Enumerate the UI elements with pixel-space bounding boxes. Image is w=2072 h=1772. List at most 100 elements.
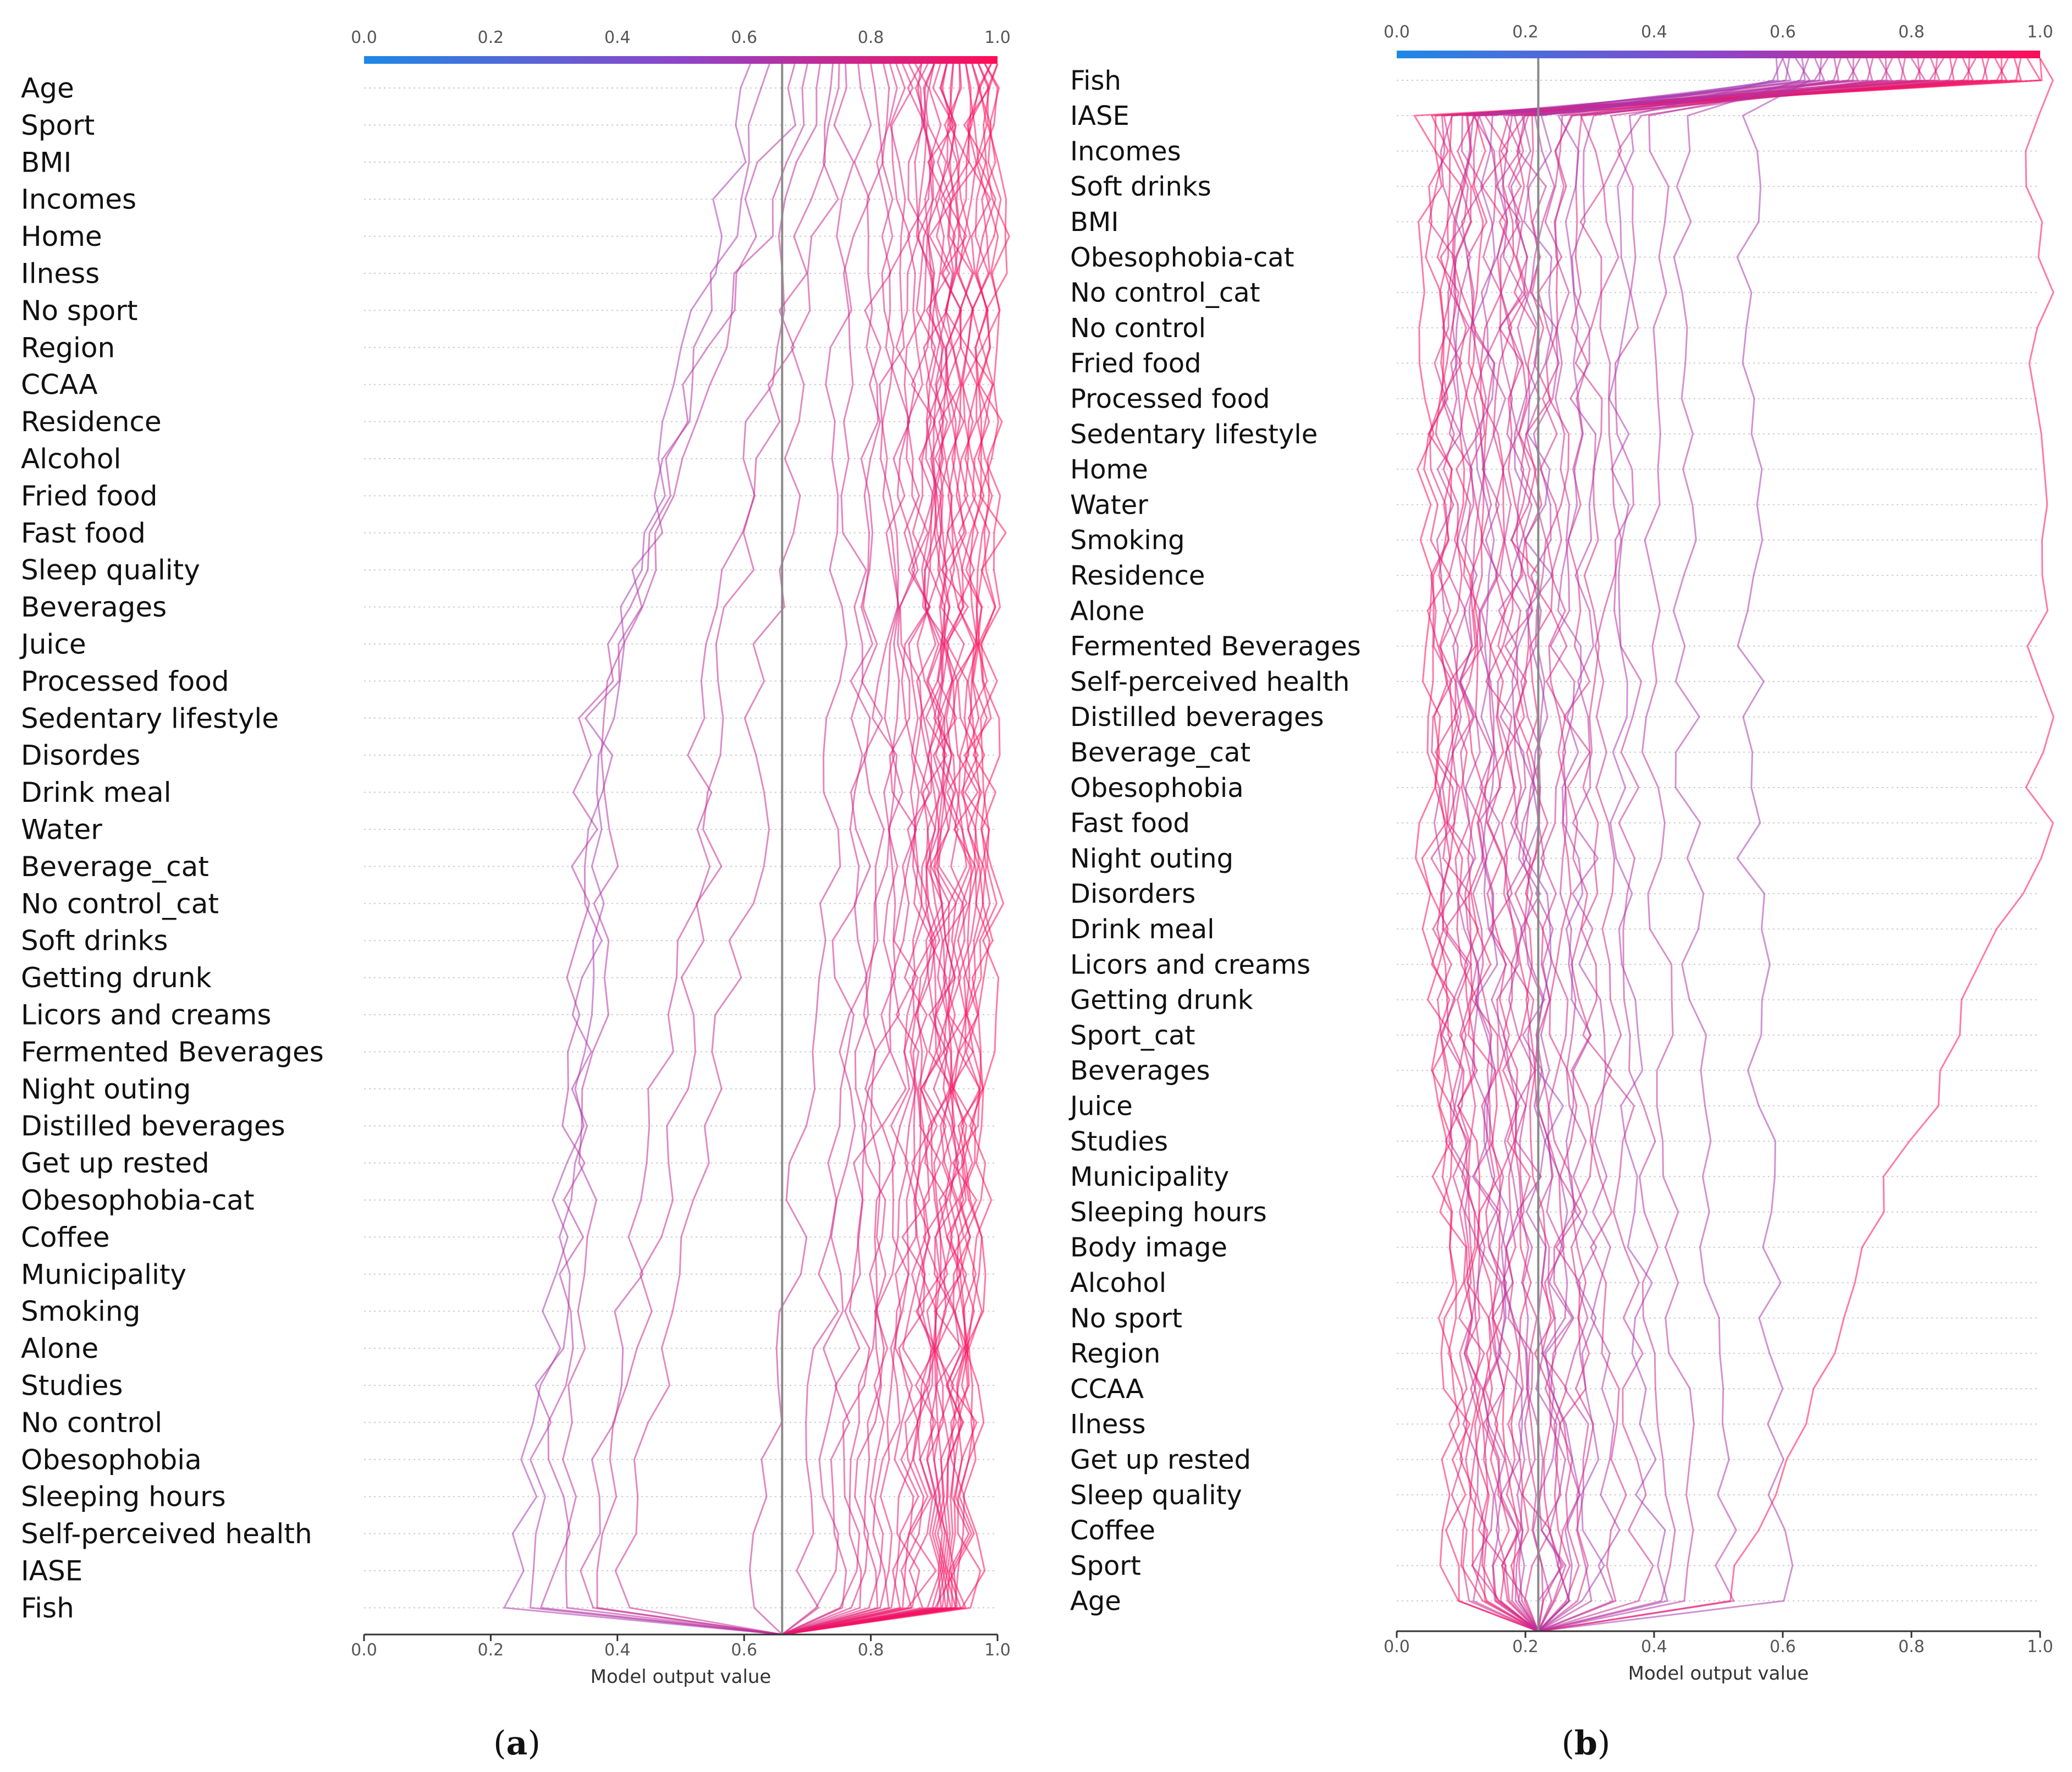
panel-b-feature-label: Alcohol: [1070, 1268, 1166, 1298]
panel-b-colorbar-tick-label: 0.6: [1770, 23, 1796, 42]
panel-b-feature-label: Distilled beverages: [1070, 702, 1324, 733]
panel-b-x-tick-label: 0.0: [1384, 1637, 1410, 1657]
panel-b-decision-line: [1538, 58, 1861, 1632]
panel-a-feature-label: Getting drunk: [21, 962, 212, 994]
panel-a-decision-line: [781, 63, 956, 1636]
panel-a-feature-label: Home: [21, 221, 102, 252]
panel-b-feature-label: Incomes: [1070, 136, 1181, 167]
panel-b-feature-label: Sleep quality: [1070, 1480, 1242, 1511]
panel-a-feature-label: Licors and creams: [21, 999, 271, 1031]
panel-b-feature-label: BMI: [1070, 207, 1119, 238]
panel-b-colorbar-tick-label: 0.4: [1641, 23, 1667, 42]
panel-a-feature-label: Studies: [21, 1370, 123, 1402]
panel-b-decision-line: [1538, 58, 1790, 1632]
panel-a-feature-label: Drink meal: [21, 777, 172, 808]
panel-b-decision-line: [1478, 58, 1829, 1632]
panel-b: 0.0 0.2 0.4 0.6 0.8 1.0 0.0 0.2 0.4 0.6 0.8 1.0 Fi…: [1068, 23, 2055, 1763]
panel-a-x-tick-label: 0.0: [351, 1641, 377, 1660]
panel-a-feature-label: Fried food: [21, 480, 158, 512]
panel-a-decision-line: [782, 63, 1000, 1636]
panel-b-decision-line: [1421, 58, 2009, 1632]
panel-b-feature-label: Body image: [1070, 1232, 1227, 1263]
panel-a-caption-letter: a: [506, 1724, 528, 1763]
panel-b-decision-line: [1480, 58, 2003, 1632]
panel-b-feature-label: IASE: [1070, 101, 1129, 131]
panel-a-decision-line: [781, 63, 900, 1636]
panel-a-colorbar-ticks: 0.0 0.2 0.4 0.6 0.8 1.0: [351, 28, 1011, 47]
panel-b-decision-lines: [1413, 58, 2055, 1632]
panel-b-colorbar-tick-label: 1.0: [2027, 23, 2053, 42]
panel-a-x-tick-label: 0.4: [604, 1641, 631, 1660]
panel-a-colorbar-tick-label: 0.6: [731, 28, 757, 47]
panel-a-colorbar-tick-label: 0.8: [858, 28, 884, 47]
panel-b-feature-label: Fish: [1070, 65, 1121, 96]
panel-b-feature-label: Fermented Beverages: [1070, 631, 1361, 662]
panel-a-x-axis-label: Model output value: [591, 1666, 772, 1688]
panel-b-feature-label: Age: [1070, 1586, 1121, 1617]
panel-b-feature-label: Processed food: [1070, 384, 1270, 415]
panel-b-feature-label: Smoking: [1070, 525, 1185, 556]
panel-b-feature-label: Fast food: [1070, 808, 1190, 839]
panel-a-feature-label: Self-perceived health: [21, 1518, 312, 1550]
panel-b-caption: (b): [1562, 1724, 1611, 1763]
panel-a-feature-label: BMI: [21, 146, 71, 178]
panel-b-feature-label: Sport_cat: [1070, 1020, 1195, 1051]
panel-a-x-tick-label: 1.0: [984, 1641, 1011, 1660]
panel-a-feature-label: Fast food: [21, 517, 146, 549]
panel-b-feature-label: Sleeping hours: [1070, 1197, 1267, 1228]
panel-b-decision-line: [1538, 58, 1784, 1632]
panel-b-feature-label: Juice: [1068, 1091, 1133, 1122]
panel-a-decision-line: [539, 63, 797, 1636]
panel-b-feature-label: Sport: [1070, 1550, 1141, 1581]
panel-b-x-tick-label: 0.4: [1641, 1637, 1667, 1657]
panel-b-decision-line: [1470, 58, 1792, 1632]
panel-b-decision-line: [1538, 58, 1822, 1632]
panel-a-feature-label: Obesophobia-cat: [21, 1185, 255, 1217]
panel-b-feature-label: Obesophobia: [1070, 773, 1244, 804]
panel-a-feature-label: Coffee: [21, 1221, 109, 1253]
panel-a-feature-label: Incomes: [21, 184, 136, 216]
panel-a-decision-line: [782, 63, 1008, 1636]
panel-a-colorbar: [364, 56, 998, 64]
panel-b-feature-label: Disorders: [1070, 879, 1195, 910]
panel-a-x-tick-label: 0.2: [478, 1641, 504, 1660]
panel-b-feature-label: Home: [1070, 454, 1148, 485]
panel-a-feature-label: Fish: [21, 1592, 74, 1624]
panel-a-feature-label: Soft drinks: [21, 925, 168, 957]
panel-a-feature-label: Alone: [21, 1333, 98, 1364]
panel-a-colorbar-tick-label: 0.0: [351, 28, 377, 47]
panel-a-colorbar-tick-label: 0.2: [478, 28, 504, 47]
panel-a-decision-line: [782, 63, 968, 1636]
panel-a-x-tick-label: 0.8: [858, 1641, 884, 1660]
panel-b-feature-label: Getting drunk: [1070, 985, 1253, 1016]
panel-a-feature-label: Processed food: [21, 665, 229, 697]
panel-a-decision-line: [529, 63, 782, 1636]
panel-a-feature-label: Obesophobia: [21, 1444, 202, 1476]
panel-b-feature-label: Obesophobia-cat: [1070, 242, 1294, 273]
panel-a-caption: (a): [493, 1724, 541, 1763]
panel-a-feature-label: Get up rested: [21, 1147, 210, 1179]
panel-a-decision-line: [782, 63, 1011, 1636]
panel-a-feature-label: Age: [21, 73, 74, 104]
panel-a-feature-label: Distilled beverages: [21, 1110, 285, 1142]
panel-a-decision-line: [782, 63, 972, 1636]
panel-a-feature-label: Region: [21, 332, 115, 364]
panel-a-decision-line: [781, 63, 957, 1636]
panel-b-feature-label: Alone: [1070, 596, 1145, 626]
panel-b-x-tick-label: 0.2: [1512, 1637, 1539, 1657]
panel-b-feature-label: Self-perceived health: [1070, 667, 1349, 697]
panel-a-feature-label: Juice: [19, 629, 86, 661]
panel-b-feature-label: Fried food: [1070, 348, 1202, 379]
panel-b-feature-label: CCAA: [1070, 1374, 1144, 1405]
panel-a-feature-label: IASE: [21, 1555, 82, 1587]
panel-b-colorbar-tick-label: 0.8: [1898, 23, 1925, 42]
panel-b-decision-line: [1538, 58, 1842, 1632]
panel-a-feature-label: Beverage_cat: [21, 851, 209, 883]
panel-a-decision-line: [782, 63, 955, 1636]
panel-a-feature-label: Sedentary lifestyle: [21, 702, 279, 734]
panel-a-decision-lines: [503, 63, 1011, 1636]
panel-b-decision-line: [1413, 58, 2043, 1632]
panel-b-decision-line: [1497, 58, 1990, 1632]
